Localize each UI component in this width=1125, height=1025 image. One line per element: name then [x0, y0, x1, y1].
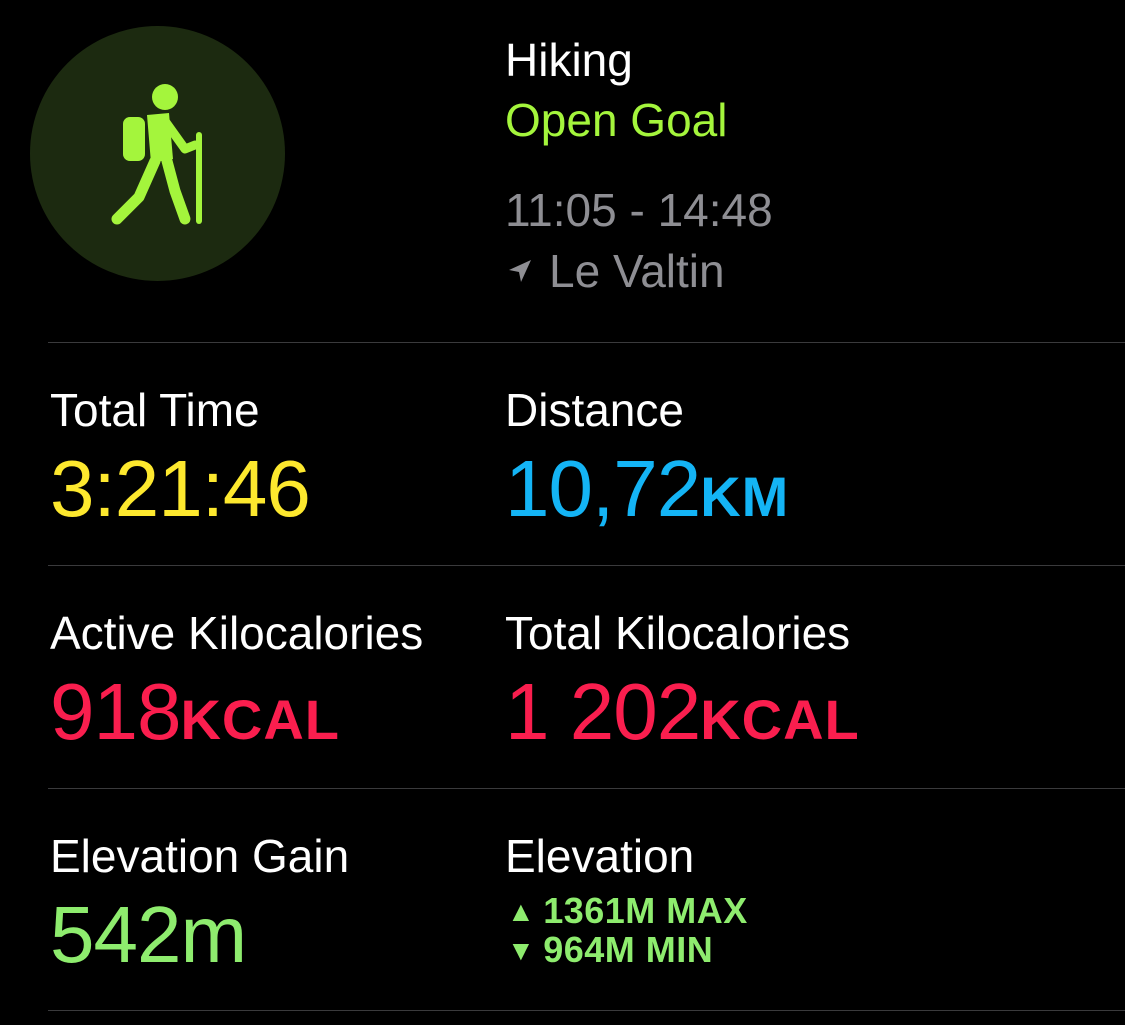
divider	[48, 1010, 1125, 1011]
elevation-max: ▲ 1361M MAX	[507, 890, 748, 931]
total-time-label: Total Time	[50, 384, 260, 436]
elevation-min: ▼ 964M MIN	[507, 929, 714, 970]
elevation-label: Elevation	[505, 830, 695, 882]
active-kcal-value: 918KCAL	[50, 667, 341, 756]
location[interactable]: Le Valtin	[505, 243, 725, 299]
elevation-gain-label: Elevation Gain	[50, 830, 350, 882]
active-kcal-label: Active Kilocalories	[50, 607, 424, 659]
distance-value: 10,72KM	[505, 444, 790, 533]
total-time-value: 3:21:46	[50, 444, 311, 533]
goal-label: Open Goal	[505, 94, 728, 146]
active-kcal-unit: KCAL	[180, 688, 341, 751]
hiking-person-icon	[111, 83, 202, 224]
location-arrow-icon	[505, 256, 535, 286]
workout-title: Hiking	[505, 34, 633, 86]
total-kcal-unit: KCAL	[700, 688, 860, 751]
total-kcal-label: Total Kilocalories	[505, 607, 851, 659]
divider	[48, 565, 1125, 566]
distance-unit: KM	[700, 465, 790, 528]
total-kcal-value: 1 202KCAL	[505, 667, 860, 756]
triangle-up-icon: ▲	[507, 896, 536, 927]
divider	[48, 788, 1125, 789]
divider	[48, 342, 1125, 343]
distance-label: Distance	[505, 384, 684, 436]
triangle-down-icon: ▼	[507, 935, 536, 966]
time-range: 11:05 - 14:48	[505, 184, 773, 236]
elevation-gain-value: 542m	[50, 890, 247, 979]
location-name: Le Valtin	[549, 245, 725, 297]
activity-icon-circle	[30, 26, 285, 281]
